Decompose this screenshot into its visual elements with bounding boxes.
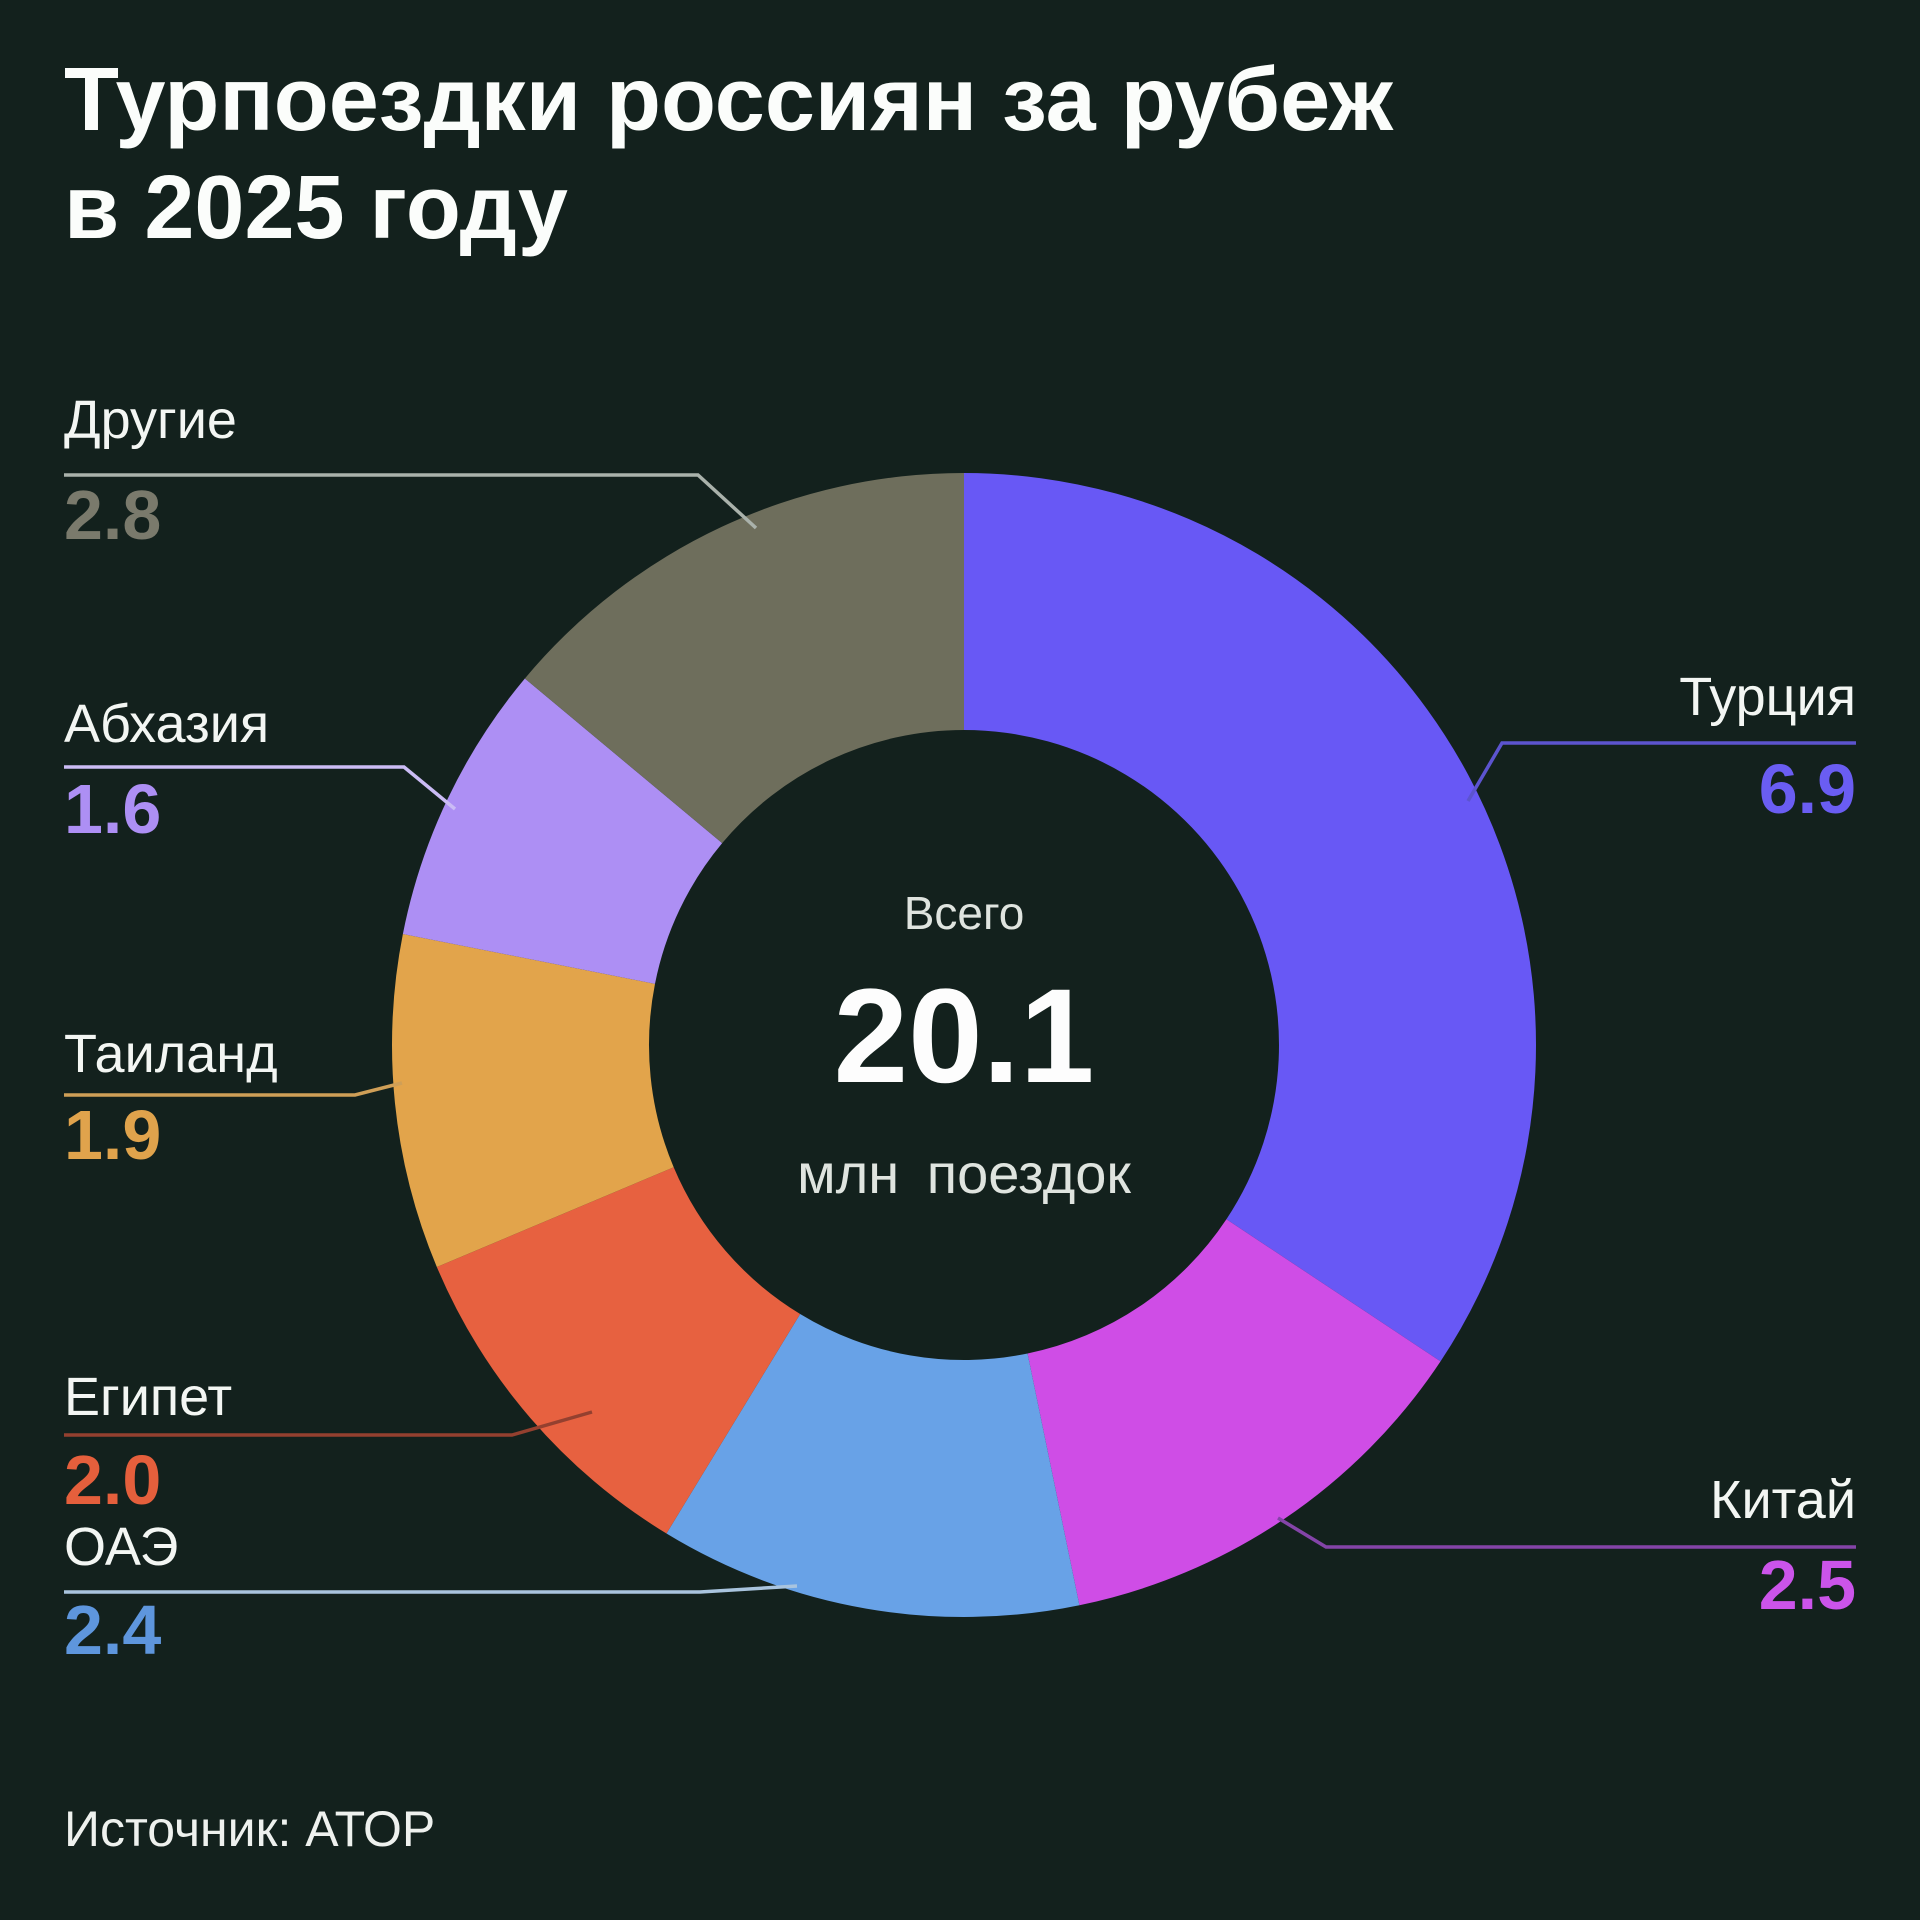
leader-line-abkhazia <box>64 765 457 811</box>
leader-line-egypt <box>64 1410 593 1437</box>
page-title: Турпоездки россиян за рубеж в 2025 году <box>64 46 1393 262</box>
leader-line-turkey <box>1466 741 1856 802</box>
callout-abkhazia-value: 1.6 <box>64 770 162 848</box>
callout-thailand-value: 1.9 <box>64 1096 162 1174</box>
callout-turkey-value: 6.9 <box>1758 750 1856 828</box>
leader-line-others <box>64 473 758 530</box>
donut-slice-thailand <box>391 933 674 1267</box>
donut-slices <box>391 473 1536 1617</box>
donut-slice-china <box>1027 1219 1441 1606</box>
callout-turkey-label: Турция <box>1679 667 1856 727</box>
leader-line-china <box>1277 1516 1856 1549</box>
donut-slice-uae <box>666 1314 1080 1617</box>
callout-abkhazia-label: Абхазия <box>64 694 270 754</box>
donut-slice-others <box>524 473 964 844</box>
callout-egypt-value: 2.0 <box>64 1441 162 1519</box>
donut-slice-turkey <box>964 473 1536 1362</box>
callout-others-label: Другие <box>64 390 237 450</box>
callout-china-label: Китай <box>1710 1470 1856 1530</box>
source-note: Источник: АТОР <box>64 1801 436 1857</box>
callout-uae-value: 2.4 <box>64 1591 162 1669</box>
callout-others-value: 2.8 <box>64 476 162 554</box>
callout-egypt-label: Египет <box>64 1367 233 1427</box>
callout-china-value: 2.5 <box>1758 1546 1856 1624</box>
donut-center-unit: млн поездок <box>797 1142 1131 1205</box>
donut-center-label: Всего <box>903 887 1025 939</box>
leader-line-uae <box>64 1584 798 1594</box>
callout-uae-label: ОАЭ <box>64 1517 179 1577</box>
leader-line-thailand <box>64 1081 403 1097</box>
donut-slice-egypt <box>436 1167 801 1534</box>
page-title-line1: Турпоездки россиян за рубеж <box>64 50 1393 150</box>
callout-thailand-label: Таиланд <box>64 1024 278 1084</box>
donut-slice-abkhazia <box>402 678 723 984</box>
donut-center-total: 20.1 <box>833 962 1095 1111</box>
page-title-line2: в 2025 году <box>64 158 568 258</box>
